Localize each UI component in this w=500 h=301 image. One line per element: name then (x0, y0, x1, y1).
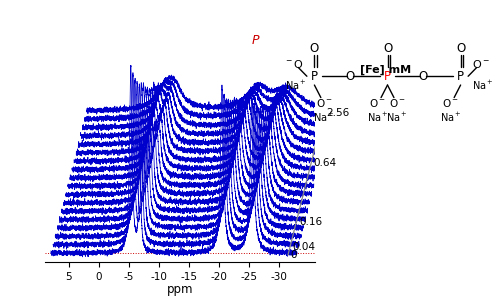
Text: O: O (310, 42, 319, 55)
Text: O: O (418, 70, 428, 83)
Text: P: P (384, 70, 391, 83)
Text: Na$^+$: Na$^+$ (367, 111, 388, 124)
Text: Na$^+$: Na$^+$ (286, 79, 307, 92)
Text: O$^-$: O$^-$ (370, 97, 386, 109)
Text: Na$^+$: Na$^+$ (386, 111, 408, 124)
Text: O$^-$: O$^-$ (442, 97, 460, 109)
Text: 0: 0 (290, 250, 297, 260)
Text: O: O (456, 42, 465, 55)
Text: O$^-$: O$^-$ (388, 97, 406, 109)
Text: Na$^+$: Na$^+$ (440, 111, 462, 124)
Text: P: P (311, 70, 318, 83)
Text: O$^-$: O$^-$ (472, 58, 490, 70)
Text: O: O (345, 70, 354, 83)
Text: $^-$O: $^-$O (284, 58, 304, 70)
Text: 0.16: 0.16 (299, 216, 322, 227)
Text: 0.04: 0.04 (292, 241, 316, 252)
Text: O: O (383, 42, 392, 55)
Text: O$^-$: O$^-$ (316, 97, 332, 109)
Text: Na$^+$: Na$^+$ (314, 111, 335, 124)
Text: 2.56: 2.56 (326, 108, 349, 118)
Text: Na$^+$: Na$^+$ (472, 79, 494, 92)
X-axis label: ppm: ppm (167, 283, 193, 296)
Text: [Fe] mM: [Fe] mM (360, 64, 411, 75)
Text: P: P (252, 34, 259, 47)
Text: P: P (457, 70, 464, 83)
Text: 0.64: 0.64 (314, 158, 336, 168)
